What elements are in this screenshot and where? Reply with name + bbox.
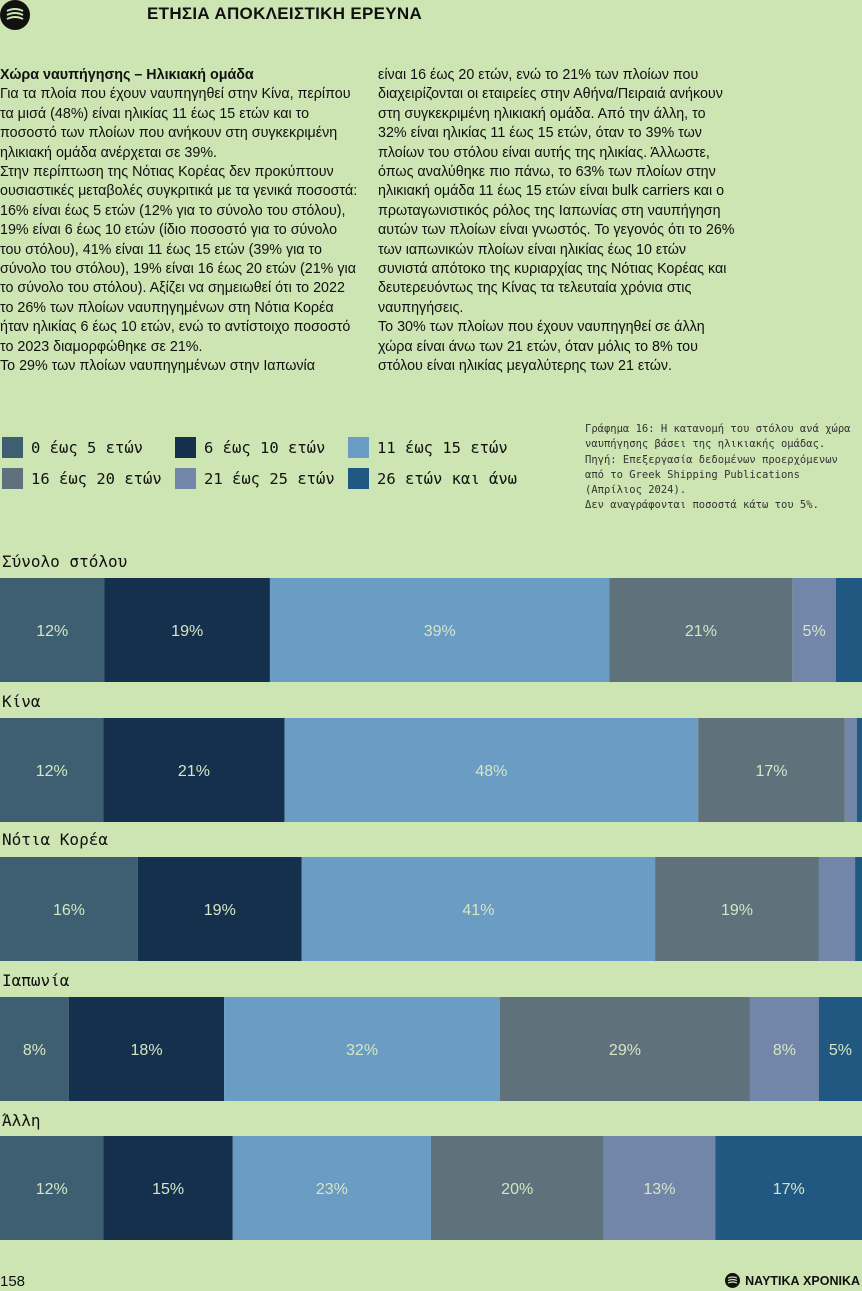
group-label-total: Σύνολο στόλου	[2, 552, 128, 571]
bar-segment	[68, 997, 225, 1101]
legend-item: 0 έως 5 ετών	[2, 437, 143, 458]
bar-segment	[835, 578, 862, 682]
group-label-korea: Νότια Κορέα	[2, 830, 108, 849]
bar-data-label: 18%	[131, 1042, 163, 1059]
legend-item: 11 έως 15 ετών	[348, 437, 508, 458]
bar-segment	[609, 578, 793, 682]
bar-segment	[698, 718, 845, 822]
legend-label: 0 έως 5 ετών	[31, 438, 143, 457]
bar-segment	[844, 718, 857, 822]
legend-label: 11 έως 15 ετών	[377, 438, 508, 457]
legend-swatch	[348, 468, 369, 489]
legend-item: 26 ετών και άνω	[348, 468, 517, 489]
bar-data-label: 19%	[171, 623, 203, 640]
bar-segment	[603, 1136, 716, 1240]
bar-data-label: 17%	[773, 1181, 805, 1198]
legend-swatch	[2, 437, 23, 458]
chart-caption: Γράφημα 16: Η κατανομή του στόλου ανά χώ…	[585, 422, 862, 514]
legend-label: 16 έως 20 ετών	[31, 469, 162, 488]
legend-swatch	[175, 468, 196, 489]
bar-segment	[0, 718, 104, 822]
caption-line: Πηγή: Επεξεργασία δεδομένων προερχόμενων…	[585, 453, 838, 497]
page-number: 158	[0, 1273, 26, 1290]
bar-data-label: 23%	[316, 1181, 348, 1198]
bar-data-label: 16%	[53, 902, 85, 919]
bar-data-label: 21%	[178, 763, 210, 780]
bar-data-label: 41%	[462, 902, 494, 919]
bar-segment	[655, 857, 819, 961]
bar-data-label: 5%	[829, 1042, 852, 1059]
bar-segment	[301, 857, 656, 961]
bar-segment	[0, 1136, 104, 1240]
brand-logo-icon	[725, 1273, 741, 1288]
bar-data-label: 19%	[721, 902, 753, 919]
article-paragraph: Το 30% των πλοίων που έχουν ναυπηγηθεί σ…	[378, 319, 705, 375]
legend-swatch	[175, 437, 196, 458]
brand-name: ΝΑΥΤΙΚΑ ΧΡΟΝΙΚΑ	[745, 1273, 860, 1288]
legend-label: 21 έως 25 ετών	[204, 469, 335, 488]
bar-data-label: 8%	[773, 1042, 796, 1059]
article-paragraph: Στην περίπτωση της Νότιας Κορέας δεν προ…	[0, 164, 358, 355]
bar-data-label: 8%	[23, 1042, 46, 1059]
bar-segment	[0, 578, 105, 682]
legend-swatch	[348, 437, 369, 458]
bar-data-label: 39%	[424, 623, 456, 640]
bar-segment	[856, 718, 862, 822]
article-subheading: Χώρα ναυπήγησης – Ηλικιακή ομάδα	[0, 67, 254, 83]
bar-segment	[269, 578, 610, 682]
bar-segment	[499, 997, 750, 1101]
bar-segment	[284, 718, 699, 822]
bar-data-label: 32%	[346, 1042, 378, 1059]
article-right-column: είναι 16 έως 20 ετών, ενώ το 21% των πλο…	[378, 66, 738, 377]
footer-brand: ΝΑΥΤΙΚΑ ΧΡΟΝΙΚΑ	[725, 1273, 860, 1288]
bar-segment	[749, 997, 819, 1101]
article-paragraph: είναι 16 έως 20 ετών, ενώ το 21% των πλο…	[378, 67, 735, 316]
bar-data-label: 19%	[204, 902, 236, 919]
bar-segment	[818, 857, 856, 961]
bar-segment	[104, 578, 270, 682]
caption-line: Δεν αναγράφονται ποσοστά κάτω του 5%.	[585, 499, 819, 512]
bar-segment	[103, 1136, 233, 1240]
bar-data-label: 12%	[36, 1181, 68, 1198]
bar-segment	[818, 997, 862, 1101]
bar-segment	[224, 997, 500, 1101]
bar-data-label: 17%	[755, 763, 787, 780]
bar-segment	[103, 718, 285, 822]
bar-segment	[0, 997, 69, 1101]
bar-segment	[715, 1136, 862, 1240]
caption-line: Γράφημα 16: Η κατανομή του στόλου ανά χώ…	[585, 423, 851, 451]
legend-label: 6 έως 10 ετών	[204, 438, 326, 457]
bar-data-label: 12%	[36, 763, 68, 780]
legend-label: 26 ετών και άνω	[377, 469, 517, 488]
group-label-china: Κίνα	[2, 692, 41, 711]
bar-segment	[792, 578, 836, 682]
bar-data-label: 20%	[501, 1181, 533, 1198]
legend-item: 6 έως 10 ετών	[175, 437, 325, 458]
bar-data-label: 5%	[803, 623, 826, 640]
bar-data-label: 48%	[475, 763, 507, 780]
legend-item: 21 έως 25 ετών	[175, 468, 335, 489]
bar-data-label: 12%	[36, 623, 68, 640]
article-paragraph: Για τα πλοία που έχουν ναυπηγηθεί στην Κ…	[0, 86, 351, 161]
section-title: ΕΤΗΣΙΑ ΑΠΟΚΛΕΙΣΤΙΚΗ ΕΡΕΥΝΑ	[147, 4, 423, 23]
bar-data-label: 13%	[643, 1181, 675, 1198]
bar-segment	[0, 857, 138, 961]
bar-segment	[232, 1136, 431, 1240]
article-paragraph: Το 29% των πλοίων ναυπηγημένων στην Ιαπω…	[0, 358, 315, 375]
magazine-logo-icon	[0, 0, 30, 30]
legend-item: 16 έως 20 ετών	[2, 468, 162, 489]
bar-data-label: 29%	[609, 1042, 641, 1059]
legend-swatch	[2, 468, 23, 489]
article-left-column: Χώρα ναυπήγησης – Ηλικιακή ομάδα Για τα …	[0, 66, 358, 377]
chart-legend: 0 έως 5 ετών 6 έως 10 ετών 11 έως 15 ετώ…	[0, 437, 560, 497]
bar-data-label: 15%	[152, 1181, 184, 1198]
group-label-other: Άλλη	[2, 1111, 41, 1130]
bar-segment	[137, 857, 302, 961]
bar-segment	[855, 857, 862, 961]
bar-segment	[431, 1136, 604, 1240]
group-label-japan: Ιαπωνία	[2, 971, 70, 990]
bar-data-label: 21%	[685, 623, 717, 640]
